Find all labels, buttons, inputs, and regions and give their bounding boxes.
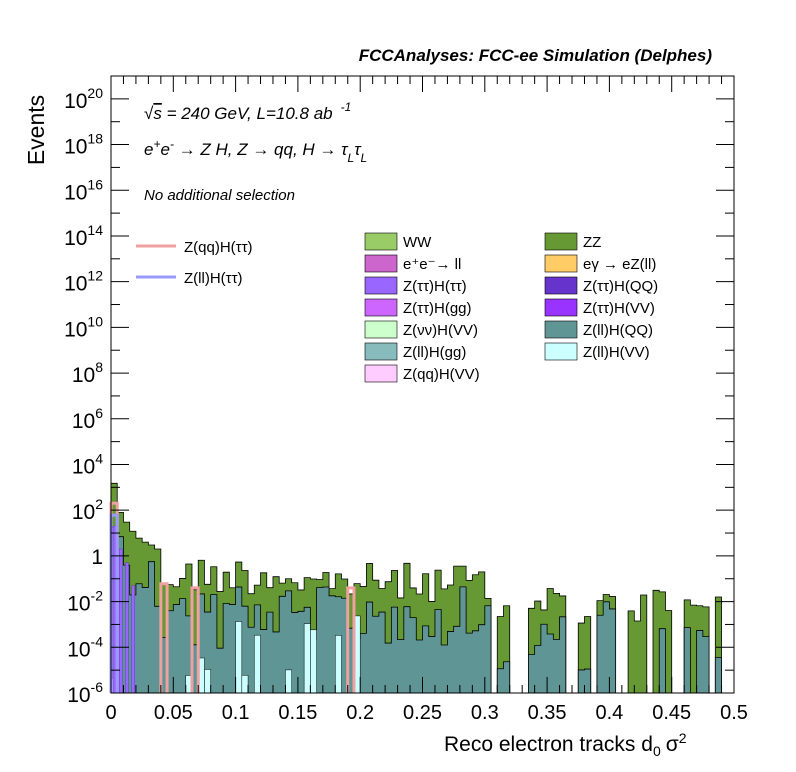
histogram-zllhvv-bin [335,635,342,694]
legend-swatch [364,276,398,295]
histogram-ztthtt-bin [118,548,123,694]
y-tick-label: 104 [72,450,103,478]
legend-swatch [544,298,578,317]
legend-label: Z(qq)H(VV) [403,366,480,383]
legend-label: Z(νν)H(VV) [403,322,478,339]
legend-signal: Z(qq)H(ττ) Z(ll)H(ττ) [136,239,253,287]
legend-swatch [364,232,398,251]
legend-swatch [544,254,578,273]
x-tick-label: 0.1 [222,702,250,724]
histogram-zllhvv-bin [254,634,261,694]
y-tick-label: 1012 [64,268,103,296]
histogram-ztthtt-bin [131,585,135,694]
legend-label: Z(ll)H(QQ) [583,322,653,339]
x-tick-label: 0.25 [403,702,442,724]
y-tick-label-one: 1 [91,546,103,569]
histogram-ztthtt-bin [112,525,117,694]
legend-label: Z(ττ)H(gg) [403,300,472,317]
histogram-zllhvv-bin [303,623,311,694]
legend-label: WW [403,234,432,251]
legend-swatch [364,254,398,273]
legend-label: eγ → eZ(ll) [583,256,656,273]
x-tick-label: 0.3 [471,702,499,724]
signal-peak [190,586,200,693]
y-tick-label: 106 [72,405,103,433]
legend-swatch [544,276,578,295]
annotation-process: e+e- → Z H, Z → qq, H → τLτL [144,137,367,165]
y-tick-label: 1010 [64,313,103,341]
y-tick-label: 10-6 [67,679,103,707]
legend-swatch [544,320,578,339]
legend-label: Z(ττ)H(ττ) [403,278,467,295]
x-tick-label: 0 [105,702,116,724]
legend-swatch [364,342,398,361]
y-tick-label: 10-4 [67,633,103,661]
chart-title: FCCAnalyses: FCC-ee Simulation (Delphes) [359,46,713,65]
x-tick-label: 0.15 [278,702,317,724]
svg-text:e+e- → Z H, Z → qq, H → τLτL: e+e- → Z H, Z → qq, H → τLτL [144,137,367,165]
x-tick-label: 0.4 [595,702,623,724]
signal-peak [346,586,356,693]
x-tick-label: 0.45 [652,702,691,724]
svg-text:√s = 240 GeV, L=10.8 ab-1: √s = 240 GeV, L=10.8 ab -1 [144,100,351,123]
y-tick-label: 1018 [64,131,103,159]
legend-swatch [364,320,398,339]
x-tick-label: 0.35 [528,702,567,724]
legend-label: Z(ττ)H(QQ) [583,278,658,295]
y-tick-label: 10-2 [67,588,103,616]
x-axis-label: Reco electron tracks d0 σ2 [444,730,687,759]
legend-swatch [544,232,578,251]
y-tick-label: 102 [72,496,103,524]
x-tick-label: 0.5 [720,702,748,724]
y-tick-label: 1014 [64,222,103,250]
legend-label: e⁺e⁻→ ll [403,256,461,273]
y-tick-label: 1016 [64,176,103,204]
histogram-zllhvv-bin [235,621,243,694]
legend-signal-label: Z(ll)H(ττ) [184,270,243,287]
signal-peak [159,582,169,693]
legend-swatch [364,298,398,317]
legend-label: Z(ττ)H(VV) [583,300,655,317]
histogram-zllhvv-bin [285,669,292,694]
legend-background: WW ZZ e⁺e⁻→ ll eγ → eZ(ll) Z(ττ)H(ττ) Z(ττ)H(… [364,232,658,383]
legend-label: ZZ [583,234,601,251]
legend-signal-label: Z(qq)H(ττ) [184,239,253,256]
histogram-ztthtt-bin [125,562,129,694]
y-axis-label: Events [23,95,49,165]
y-tick-label: 1020 [64,85,103,113]
legend-swatch [364,364,398,383]
histogram-zllhvv-bin [310,629,317,694]
annotation-energy: √s = 240 GeV, L=10.8 ab -1 [144,100,351,123]
legend-label: Z(ll)H(gg) [403,344,466,361]
histogram-zllhvv-bin [204,669,211,694]
histogram-zllhvv-bin [241,675,249,694]
x-tick-label: 0.2 [346,702,374,724]
annotation-selection: No additional selection [144,187,295,204]
legend-swatch [544,342,578,361]
histogram-zllhqq [110,527,734,694]
axes: 0 0.05 0.1 0.15 0.2 0.25 0.3 0.35 0.4 0.45 0.5 10-6… [64,75,748,724]
y-tick-label: 108 [72,359,103,387]
legend-label: Z(ll)H(VV) [583,344,650,361]
x-tick-label: 0.05 [154,702,193,724]
